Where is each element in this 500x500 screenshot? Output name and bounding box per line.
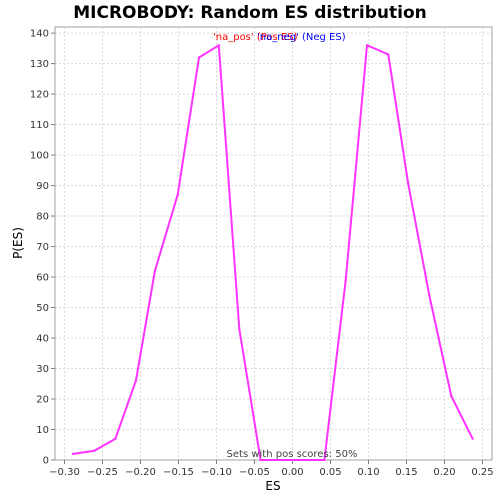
x-tick-label: 0.15 <box>395 467 417 478</box>
y-tick-label: 40 <box>36 334 49 345</box>
y-tick-label: 60 <box>36 273 49 284</box>
data-point <box>153 269 157 273</box>
y-tick-label: 10 <box>36 425 49 436</box>
data-point <box>92 449 96 453</box>
grid <box>55 27 492 461</box>
plot-area <box>54 26 493 461</box>
y-tick-label: 130 <box>30 59 49 70</box>
x-tick-label: −0.05 <box>239 467 270 478</box>
data-point <box>134 379 138 382</box>
x-axis-label: ES <box>265 479 280 493</box>
x-tick-label: 0.00 <box>281 467 303 478</box>
x-tick-label: −0.25 <box>87 467 118 478</box>
x-tick-label: −0.10 <box>201 467 232 478</box>
chart-title: MICROBODY: Random ES distribution <box>73 3 426 23</box>
data-point <box>428 294 431 297</box>
legend-entry-pos: 'na_pos' (Pos ES) <box>213 32 298 43</box>
data-point <box>197 56 201 59</box>
data-point <box>365 44 369 47</box>
y-tick-label: 20 <box>36 395 49 406</box>
data-point <box>406 181 410 184</box>
x-tick-label: 0.10 <box>357 467 379 478</box>
legend-entry-neg: 'na_neg' (Neg ES) <box>257 32 346 43</box>
data-point <box>114 437 117 440</box>
data-point <box>450 394 453 398</box>
x-tick-label: 0.25 <box>471 467 493 478</box>
series-line <box>72 44 474 461</box>
series-layer <box>71 44 474 462</box>
pos-scores-annotation: Sets with pos scores: 50% <box>227 449 358 460</box>
y-tick-label: 80 <box>36 212 49 223</box>
data-point <box>238 327 241 331</box>
data-point <box>323 458 326 462</box>
data-point <box>471 437 474 440</box>
y-tick-label: 50 <box>36 303 49 314</box>
x-tick-label: −0.15 <box>163 467 194 478</box>
y-tick-label: 100 <box>30 151 49 162</box>
data-point <box>217 44 220 47</box>
data-point <box>71 452 75 456</box>
legend: 'na_pos' (Pos ES) 'na_neg' (Neg ES) <box>213 32 346 43</box>
x-tick-label: 0.20 <box>433 467 455 478</box>
y-tick-label: 30 <box>36 364 49 375</box>
y-tick-label: 120 <box>30 90 49 101</box>
y-tick-label: 70 <box>36 242 49 253</box>
x-tick-label: −0.30 <box>49 467 80 478</box>
data-point <box>259 458 262 462</box>
y-tick-label: 0 <box>43 456 49 467</box>
data-point <box>387 53 390 56</box>
data-point <box>176 193 179 196</box>
x-tick-label: 0.05 <box>319 467 341 478</box>
x-tick-label: −0.20 <box>125 467 156 478</box>
y-tick-label: 140 <box>30 29 49 40</box>
data-point <box>344 278 347 282</box>
y-tick-label: 90 <box>36 181 49 192</box>
axis-ticks: −0.30 −0.25 −0.20 −0.15 −0.10 −0.05 0.00 0.05 0.… <box>30 29 494 478</box>
y-tick-label: 110 <box>30 120 49 131</box>
y-axis-label: P(ES) <box>11 227 25 259</box>
